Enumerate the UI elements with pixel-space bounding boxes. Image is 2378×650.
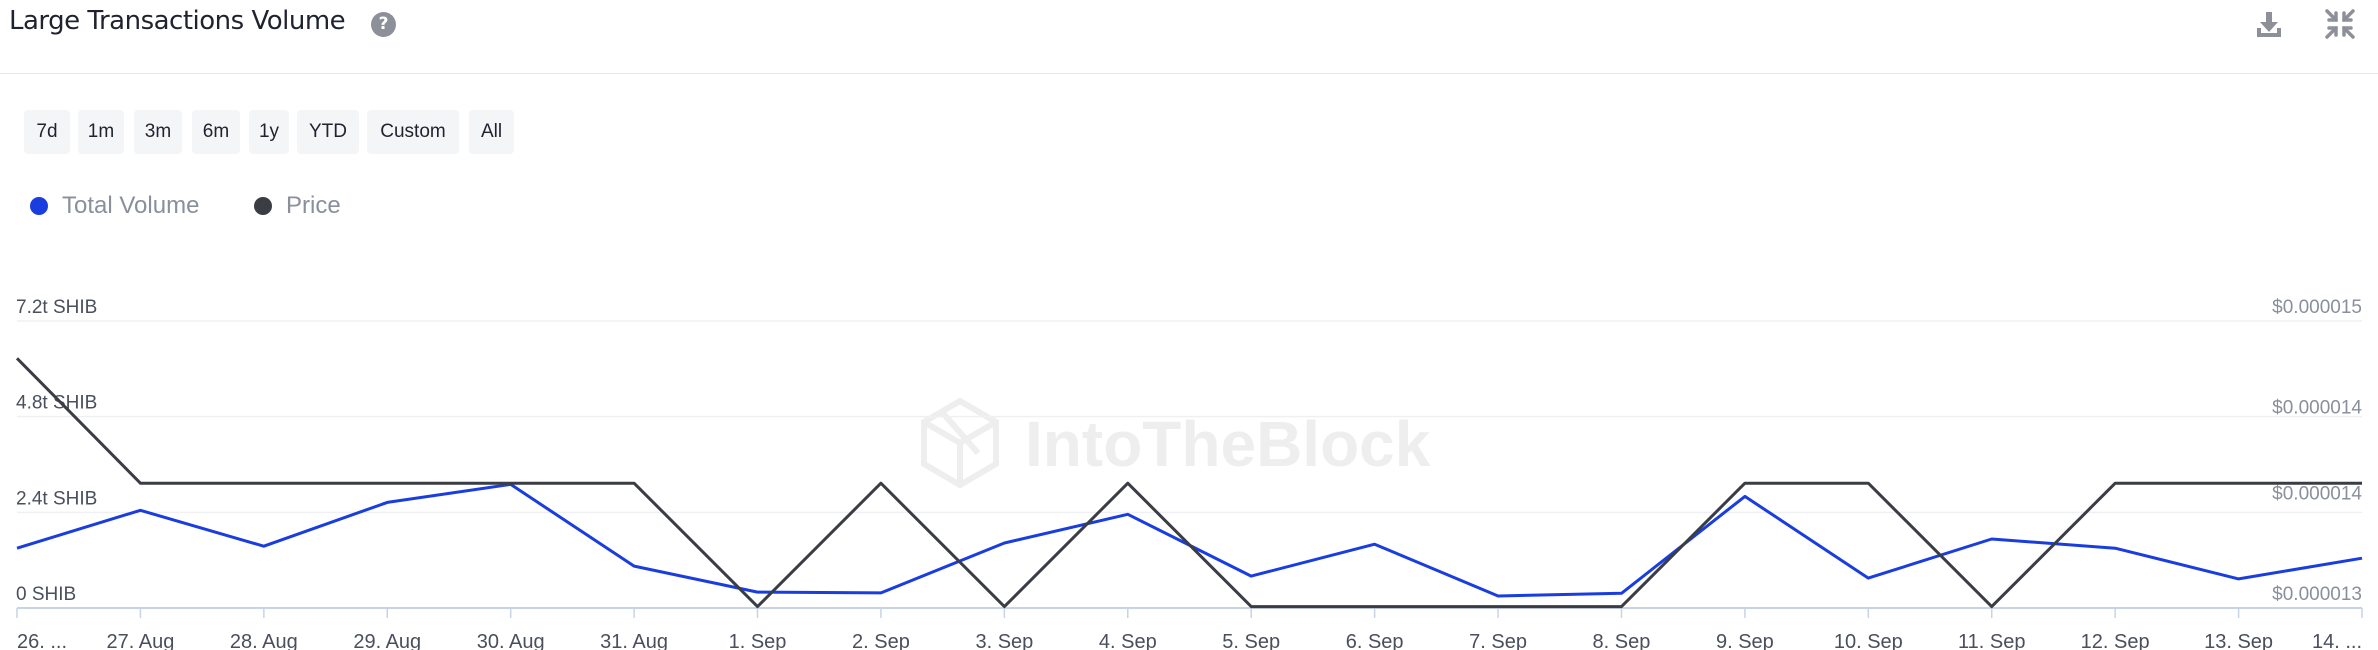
left-axis: 0 SHIB 2.4t SHIB 4.8t SHIB 7.2t SHIB xyxy=(16,297,97,605)
range-button-all[interactable]: All xyxy=(469,110,514,154)
x-axis: 26. ... 27. Aug 28. Aug 29. Aug 30. Aug 31. A… xyxy=(16,608,2363,650)
left-tick-label: 7.2t SHIB xyxy=(16,297,97,318)
x-tick-label: 5. Sep xyxy=(1222,631,1280,650)
range-button-1y[interactable]: 1y xyxy=(249,110,289,154)
x-tick-label: 28. Aug xyxy=(230,631,298,650)
series-line-total-volume[interactable] xyxy=(16,482,2363,598)
x-tick-label: 31. Aug xyxy=(600,631,668,650)
x-tick-label: 11. Sep xyxy=(1958,631,2025,650)
x-tick-label: 2. Sep xyxy=(852,631,910,650)
legend-item-price[interactable]: Price xyxy=(254,192,341,220)
x-tick-label: 1. Sep xyxy=(729,631,787,650)
legend-dot-price xyxy=(254,197,272,215)
legend-label-price: Price xyxy=(286,192,341,219)
x-tick-label: 30. Aug xyxy=(477,631,545,650)
x-tick-label: 10. Sep xyxy=(1834,631,1903,650)
range-button-6m[interactable]: 6m xyxy=(192,110,240,154)
x-tick-label: 13. Sep xyxy=(2204,631,2273,650)
range-button-ytd[interactable]: YTD xyxy=(297,110,359,154)
x-tick-label: 8. Sep xyxy=(1593,631,1651,650)
left-tick-label: 2.4t SHIB xyxy=(16,488,97,509)
right-tick-label: $0.000015 xyxy=(2272,297,2362,318)
download-icon[interactable] xyxy=(2251,6,2287,42)
page-title: Large Transactions Volume xyxy=(9,6,346,36)
x-tick-label: 12. Sep xyxy=(2081,631,2150,650)
x-tick-label: 4. Sep xyxy=(1099,631,1157,650)
legend-item-total-volume[interactable]: Total Volume xyxy=(30,192,199,220)
range-button-1m[interactable]: 1m xyxy=(78,110,124,154)
watermark-logo-icon xyxy=(921,397,999,489)
line-chart: IntoTheBlock 0 SHIB 2.4t SHIB 4.8t SHIB 7.2… xyxy=(15,297,2363,650)
range-button-7d[interactable]: 7d xyxy=(24,110,70,154)
collapse-icon[interactable] xyxy=(2322,6,2358,42)
x-tick-label: 29. Aug xyxy=(353,631,421,650)
right-tick-label: $0.000013 xyxy=(2272,584,2362,605)
x-tick-label: 3. Sep xyxy=(975,631,1033,650)
chart-header: Large Transactions Volume ? xyxy=(0,0,2378,74)
x-tick-label: 27. Aug xyxy=(106,631,174,650)
x-tick-label: 6. Sep xyxy=(1346,631,1404,650)
right-axis: $0.000013 $0.000014 $0.000014 $0.000015 xyxy=(2272,297,2362,605)
range-button-custom[interactable]: Custom xyxy=(367,110,459,154)
range-button-3m[interactable]: 3m xyxy=(134,110,182,154)
series-line-price[interactable] xyxy=(15,357,2362,609)
left-tick-label: 0 SHIB xyxy=(16,584,76,605)
legend-label-total-volume: Total Volume xyxy=(62,192,200,219)
x-tick-label: 7. Sep xyxy=(1469,631,1527,650)
x-tick-label: 14. ... xyxy=(2312,631,2362,650)
right-tick-label: $0.000014 xyxy=(2272,484,2362,505)
x-tick-label: 9. Sep xyxy=(1716,631,1774,650)
x-tick-label: 26. ... xyxy=(17,631,67,650)
left-tick-label: 4.8t SHIB xyxy=(16,393,97,414)
watermark-text: IntoTheBlock xyxy=(1025,408,1431,480)
right-tick-label: $0.000014 xyxy=(2272,397,2362,418)
chart-series xyxy=(15,357,2363,609)
watermark: IntoTheBlock xyxy=(921,397,1431,489)
legend-dot-total-volume xyxy=(30,197,48,215)
chart-grid xyxy=(17,320,2362,609)
help-icon[interactable]: ? xyxy=(371,12,396,37)
